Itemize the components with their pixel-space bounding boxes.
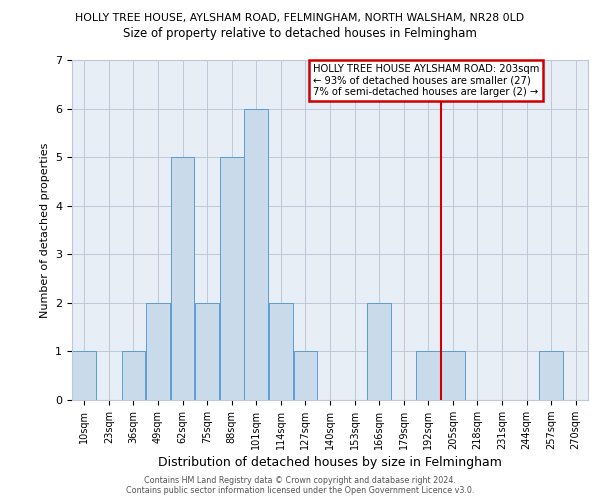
X-axis label: Distribution of detached houses by size in Felmingham: Distribution of detached houses by size … bbox=[158, 456, 502, 469]
Bar bbox=[416, 352, 440, 400]
Bar bbox=[293, 352, 317, 400]
Bar bbox=[539, 352, 563, 400]
Bar bbox=[122, 352, 145, 400]
Bar bbox=[220, 157, 244, 400]
Bar bbox=[146, 303, 170, 400]
Text: Contains public sector information licensed under the Open Government Licence v3: Contains public sector information licen… bbox=[126, 486, 474, 495]
Text: Size of property relative to detached houses in Felmingham: Size of property relative to detached ho… bbox=[123, 28, 477, 40]
Text: HOLLY TREE HOUSE AYLSHAM ROAD: 203sqm
← 93% of detached houses are smaller (27)
: HOLLY TREE HOUSE AYLSHAM ROAD: 203sqm ← … bbox=[313, 64, 539, 97]
Bar bbox=[170, 157, 194, 400]
Bar bbox=[195, 303, 219, 400]
Bar bbox=[269, 303, 293, 400]
Bar bbox=[441, 352, 465, 400]
Bar bbox=[244, 108, 268, 400]
Text: Contains HM Land Registry data © Crown copyright and database right 2024.: Contains HM Land Registry data © Crown c… bbox=[144, 476, 456, 485]
Bar bbox=[367, 303, 391, 400]
Bar bbox=[73, 352, 96, 400]
Y-axis label: Number of detached properties: Number of detached properties bbox=[40, 142, 50, 318]
Text: HOLLY TREE HOUSE, AYLSHAM ROAD, FELMINGHAM, NORTH WALSHAM, NR28 0LD: HOLLY TREE HOUSE, AYLSHAM ROAD, FELMINGH… bbox=[76, 12, 524, 22]
